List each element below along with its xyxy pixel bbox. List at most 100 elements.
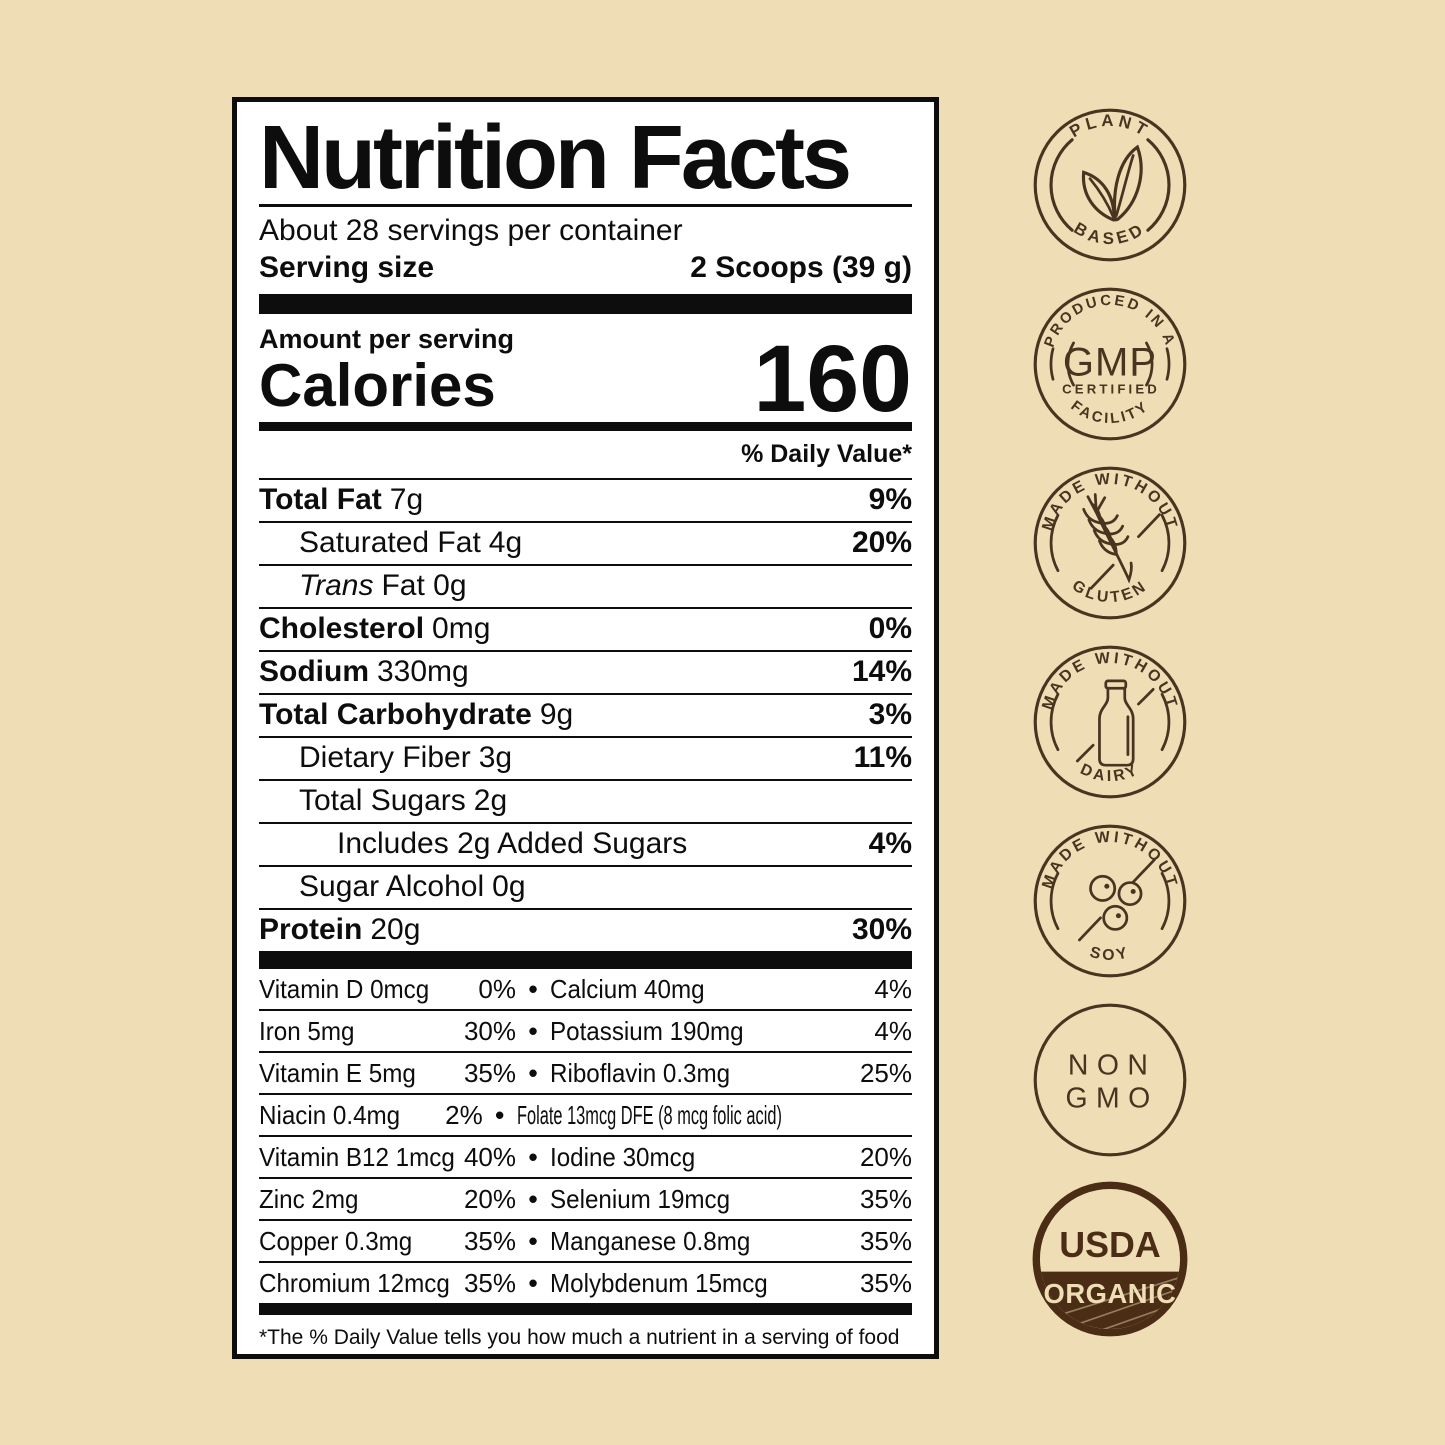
micro-name: Niacin 0.4mg bbox=[259, 1100, 401, 1131]
micro-dv: 35% bbox=[463, 1226, 516, 1257]
bullet-separator: • bbox=[528, 974, 538, 1005]
bullet-separator: • bbox=[528, 1142, 538, 1173]
bullet-separator: • bbox=[528, 1184, 538, 1215]
micro-name: Iron 5mg bbox=[259, 1016, 355, 1047]
micro-row-copper-manganese: Copper 0.3mg 35% • Manganese 0.8mg 35% bbox=[259, 1221, 912, 1264]
calories-block: Amount per serving Calories 160 bbox=[259, 314, 912, 427]
usda-organic-badge: USDA ORGANIC bbox=[1031, 1180, 1189, 1338]
row-total-carbohydrate: Total Carbohydrate 9g 3% bbox=[259, 695, 912, 739]
micro-row-niacin-folate: Niacin 0.4mg 2% • Folate 13mcg DFE (8 mcg f… bbox=[259, 1095, 912, 1138]
nutrient-name: Total Fat bbox=[259, 483, 382, 517]
usda-organic-icon: USDA ORGANIC bbox=[1032, 1181, 1188, 1337]
daily-value-footnote: *The % Daily Value tells you how much a … bbox=[259, 1326, 900, 1350]
badge-bottom-text: BASED bbox=[1071, 219, 1146, 249]
row-total-sugars: Total Sugars 2g bbox=[259, 781, 912, 825]
micro-name: Chromium 12mcg bbox=[259, 1268, 450, 1299]
nutrient-amount: 20g bbox=[370, 913, 421, 947]
calories-label: Calories bbox=[259, 352, 496, 420]
nutrient-dv: 11% bbox=[853, 741, 912, 775]
badge-top-text: MADE WITHOUT bbox=[1039, 828, 1177, 890]
plant-based-badge: PLANT BASED bbox=[1031, 106, 1189, 264]
nutrient-name: Total Sugars bbox=[299, 784, 466, 818]
nutrient-name: Saturated Fat bbox=[299, 526, 481, 560]
micro-dv: 35% bbox=[463, 1058, 516, 1089]
non-gmo-line2: GMO bbox=[1066, 1082, 1159, 1114]
amount-per-serving-label: Amount per serving bbox=[259, 324, 515, 355]
nutrient-amount: 7g bbox=[389, 483, 424, 517]
micro-dv: 2% bbox=[445, 1100, 483, 1131]
non-gmo-icon: NON GMO bbox=[1033, 1003, 1187, 1157]
gmp-center-text: GMP bbox=[1063, 341, 1157, 385]
made-without-soy-badge: MADE WITHOUT SOY bbox=[1031, 822, 1189, 980]
separator-bar-thick bbox=[259, 294, 912, 315]
micro-dv: 20% bbox=[463, 1184, 516, 1215]
row-trans-fat: Trans Fat 0g bbox=[259, 566, 912, 610]
micro-row-vitamin-d-calcium: Vitamin D 0mcg 0% • Calcium 40mg 4% bbox=[259, 969, 912, 1012]
micro-dv: 35% bbox=[859, 1226, 912, 1257]
soybeans-icon bbox=[1078, 858, 1156, 942]
nutrient-amount: 3g bbox=[478, 741, 513, 775]
micro-name: Iodine 30mcg bbox=[550, 1142, 696, 1173]
micro-row-vitamin-e-riboflavin: Vitamin E 5mg 35% • Riboflavin 0.3mg 25% bbox=[259, 1053, 912, 1096]
made-without-gluten-badge: MADE WITHOUT GLUTEN bbox=[1031, 464, 1189, 622]
row-cholesterol: Cholesterol 0mg 0% bbox=[259, 609, 912, 653]
usda-text: USDA bbox=[1059, 1225, 1160, 1265]
made-without-dairy-badge: MADE WITHOUT DAIRY bbox=[1031, 643, 1189, 801]
row-sodium: Sodium 330mg 14% bbox=[259, 652, 912, 696]
micro-name: Molybdenum 15mcg bbox=[550, 1268, 768, 1299]
micro-name: Vitamin B12 1mcg bbox=[259, 1142, 455, 1173]
micro-name: Calcium 40mg bbox=[550, 974, 705, 1005]
separator-bar-thick bbox=[259, 951, 912, 970]
micro-name: Folate 13mcg DFE (8 mcg folic acid) bbox=[516, 1100, 782, 1131]
micro-dv: 35% bbox=[859, 1268, 912, 1299]
nutrient-amount: 0mg bbox=[432, 612, 491, 646]
bullet-separator: • bbox=[528, 1016, 538, 1047]
nutrition-facts-label: Nutrition Facts About 28 servings per co… bbox=[232, 97, 939, 1359]
nutrient-dv: 4% bbox=[868, 827, 912, 861]
separator-bar-medium bbox=[259, 422, 912, 432]
nutrient-amount: 330mg bbox=[377, 655, 469, 689]
badge-bottom-text: GLUTEN bbox=[1069, 577, 1148, 606]
svg-text:MADE WITHOUT: MADE WITHOUT bbox=[1039, 828, 1180, 890]
row-total-fat: Total Fat 7g 9% bbox=[259, 480, 912, 524]
nutrient-amount: 4g bbox=[488, 526, 523, 560]
bullet-separator: • bbox=[495, 1100, 505, 1131]
micro-name: Riboflavin 0.3mg bbox=[550, 1058, 731, 1089]
micro-dv: 40% bbox=[463, 1142, 516, 1173]
micro-name: Vitamin E 5mg bbox=[259, 1058, 416, 1089]
bullet-separator: • bbox=[528, 1226, 538, 1257]
micro-dv: 4% bbox=[937, 1102, 939, 1128]
badge-bottom-text: SOY bbox=[1088, 944, 1129, 964]
micro-dv: 35% bbox=[859, 1184, 912, 1215]
dairy-free-icon: MADE WITHOUT DAIRY bbox=[1033, 645, 1187, 799]
nutrient-amount: 9g bbox=[539, 698, 574, 732]
svg-text:GLUTEN: GLUTEN bbox=[1069, 577, 1151, 606]
nutrient-amount: 2g bbox=[473, 784, 508, 818]
calories-left: Amount per serving Calories bbox=[259, 324, 514, 416]
nutrient-name: Protein bbox=[259, 913, 363, 947]
leaves-icon bbox=[1081, 144, 1143, 222]
nutrient-name: Cholesterol bbox=[259, 612, 425, 646]
nutrient-name: Total Carbohydrate bbox=[259, 698, 532, 732]
serving-size-value: 2 Scoops (39 g) bbox=[690, 251, 912, 285]
micro-dv: 20% bbox=[859, 1142, 912, 1173]
serving-size-label: Serving size bbox=[259, 251, 435, 285]
daily-value-header: % Daily Value* bbox=[259, 431, 912, 481]
gluten-free-icon: MADE WITHOUT GLUTEN bbox=[1033, 466, 1187, 620]
milk-bottle-icon bbox=[1075, 679, 1155, 767]
serving-size-row: Serving size 2 Scoops (39 g) bbox=[259, 248, 912, 294]
micro-name: Zinc 2mg bbox=[259, 1184, 359, 1215]
gmp-certified-badge: PRODUCED IN A FACILITY GMP CERTIFIED bbox=[1031, 285, 1189, 443]
micro-dv: 4% bbox=[874, 974, 912, 1005]
separator-bar-bottom bbox=[259, 1303, 912, 1316]
micro-name: Potassium 190mg bbox=[550, 1016, 744, 1047]
bullet-separator: • bbox=[528, 1058, 538, 1089]
nutrient-dv: 0% bbox=[868, 612, 912, 646]
micro-name: Copper 0.3mg bbox=[259, 1226, 413, 1257]
row-sugar-alcohol: Sugar Alcohol 0g bbox=[259, 867, 912, 911]
bullet-separator: • bbox=[528, 1268, 538, 1299]
nutrient-amount: Fat 0g bbox=[381, 569, 467, 603]
gmp-icon: PRODUCED IN A FACILITY GMP CERTIFIED bbox=[1033, 287, 1187, 441]
nutrient-name: Trans bbox=[299, 569, 374, 603]
